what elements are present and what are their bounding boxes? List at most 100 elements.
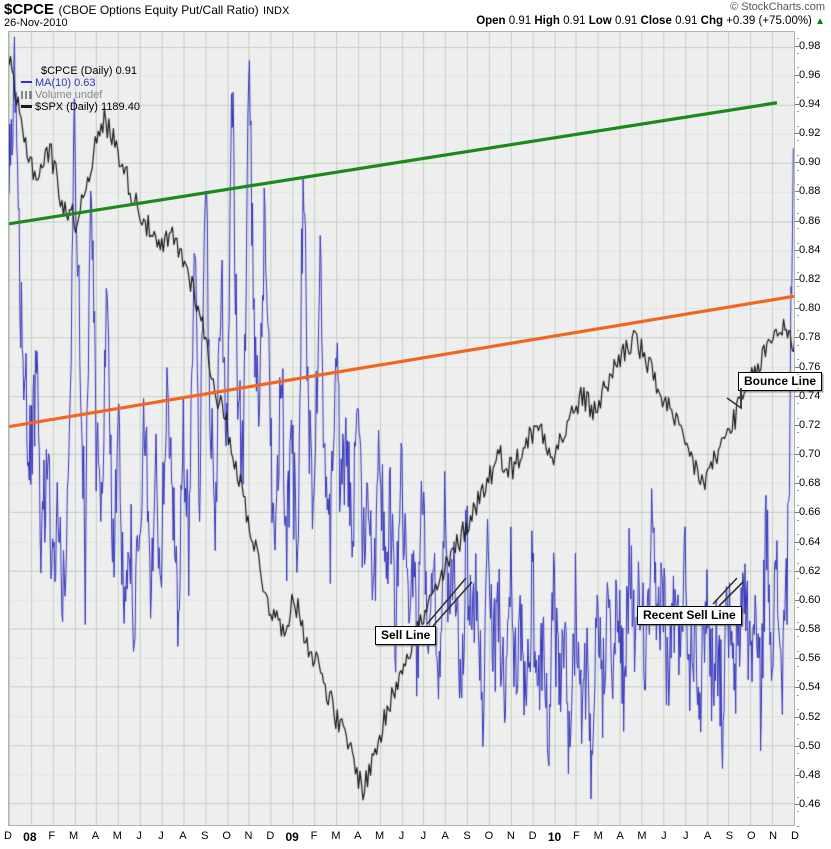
y-axis-minor-tick bbox=[797, 67, 799, 68]
x-axis-month-label: J bbox=[398, 830, 405, 842]
y-axis-tick-mark bbox=[795, 600, 800, 601]
y-axis-tick-label: 0.64 bbox=[799, 535, 821, 548]
low-value: 0.91 bbox=[614, 15, 638, 27]
x-axis-month-label: D bbox=[528, 830, 537, 842]
close-label: Close bbox=[640, 15, 672, 27]
y-axis-minor-tick bbox=[797, 213, 799, 214]
y-axis-tick-label: 0.94 bbox=[799, 97, 821, 110]
y-axis-minor-tick bbox=[797, 330, 799, 331]
recent-sell-line-callout[interactable]: Recent Sell Line bbox=[637, 606, 742, 625]
y-axis-minor-tick bbox=[797, 534, 799, 535]
x-axis-month-label: S bbox=[201, 830, 209, 842]
x-axis-month-label: J bbox=[420, 830, 427, 842]
x-axis-month-label: S bbox=[725, 830, 734, 842]
legend-item-volume: Volume undef bbox=[21, 89, 140, 101]
y-axis-tick-mark bbox=[795, 512, 800, 513]
y-axis-minor-tick bbox=[797, 520, 799, 521]
x-axis-month-label: M bbox=[593, 830, 603, 842]
x-axis-month-label: A bbox=[703, 830, 712, 842]
bounce-line-callout[interactable]: Bounce Line bbox=[738, 372, 823, 391]
y-axis-minor-tick bbox=[797, 680, 799, 681]
symbol-line: $CPCE (CBOE Options Equity Put/Call Rati… bbox=[4, 1, 289, 19]
chart-plot-area[interactable]: $CPCE (Daily) 0.91 MA(10) 0.63 Volume un… bbox=[8, 31, 795, 826]
y-axis-minor-tick bbox=[797, 38, 799, 39]
y-axis-minor-tick bbox=[797, 374, 799, 375]
y-axis-minor-tick bbox=[797, 578, 799, 579]
y-axis-tick-mark bbox=[795, 425, 800, 426]
x-axis-month-label: D bbox=[266, 830, 275, 842]
x-axis-month-label: A bbox=[179, 830, 187, 842]
y-axis-minor-tick bbox=[797, 432, 799, 433]
stockcharts-brand: © StockCharts.com bbox=[730, 1, 825, 13]
chart-date: 26-Nov-2010 bbox=[4, 17, 68, 29]
symbol-longname: (CBOE Options Equity Put/Call Ratio) bbox=[58, 3, 259, 17]
upper-orange bbox=[9, 294, 794, 429]
legend-label-volume: Volume undef bbox=[35, 89, 103, 101]
y-axis-minor-tick bbox=[797, 505, 799, 506]
chg-up-arrow-icon: ▲ bbox=[815, 16, 825, 27]
y-axis-minor-tick bbox=[797, 549, 799, 550]
y-axis-minor-tick bbox=[797, 724, 799, 725]
legend-item-ma10: MA(10) 0.63 bbox=[21, 77, 140, 89]
y-axis-minor-tick bbox=[797, 768, 799, 769]
y-axis-tick-label: 0.46 bbox=[799, 798, 821, 811]
chart-series-canvas bbox=[9, 32, 794, 825]
y-axis-tick-mark bbox=[795, 191, 800, 192]
y-axis-tick-mark bbox=[795, 571, 800, 572]
y-axis-tick-mark bbox=[795, 46, 800, 47]
y-axis-tick-mark bbox=[795, 279, 800, 280]
sell-line-callout[interactable]: Sell Line bbox=[375, 626, 437, 645]
y-axis-tick-label: 0.70 bbox=[799, 448, 821, 461]
y-axis-minor-tick bbox=[797, 738, 799, 739]
y-axis-minor-tick bbox=[797, 826, 799, 827]
y-axis-minor-tick bbox=[797, 418, 799, 419]
y-axis-minor-tick bbox=[797, 782, 799, 783]
y-axis-tick-label: 0.56 bbox=[799, 652, 821, 665]
legend-label-spx: $SPX (Daily) 1189.40 bbox=[35, 101, 140, 113]
y-axis-tick-mark bbox=[795, 542, 800, 543]
y-axis-tick-label: 0.72 bbox=[799, 418, 821, 431]
y-axis-tick-label: 0.82 bbox=[799, 272, 821, 285]
y-axis-tick-mark bbox=[795, 133, 800, 134]
y-axis-minor-tick bbox=[797, 111, 799, 112]
y-axis-tick-mark bbox=[795, 308, 800, 309]
y-axis-minor-tick bbox=[797, 607, 799, 608]
y-axis-minor-tick bbox=[797, 461, 799, 462]
y-axis-minor-tick bbox=[797, 272, 799, 273]
legend-label-cpce: $CPCE (Daily) 0.91 bbox=[41, 65, 137, 77]
y-axis-tick-label: 0.84 bbox=[799, 243, 821, 256]
open-value: 0.91 bbox=[508, 15, 532, 27]
y-axis-minor-tick bbox=[797, 636, 799, 637]
y-axis-tick-label: 0.92 bbox=[799, 127, 821, 140]
y-axis-tick-mark bbox=[795, 629, 800, 630]
x-axis-month-label: A bbox=[441, 830, 449, 842]
x-axis-month-label: A bbox=[354, 830, 362, 842]
upper-green-support bbox=[9, 101, 778, 226]
y-axis-minor-tick bbox=[797, 753, 799, 754]
open-label: Open bbox=[476, 15, 506, 27]
x-axis-month-label: J bbox=[682, 830, 689, 842]
x-axis-month-label: M bbox=[331, 830, 341, 842]
y-axis-minor-tick bbox=[797, 447, 799, 448]
y-axis-tick-mark bbox=[795, 75, 800, 76]
x-axis-month-label: A bbox=[616, 830, 624, 842]
y-axis-minor-tick bbox=[797, 286, 799, 287]
legend-swatch-volume-icon bbox=[21, 90, 32, 99]
y-axis-minor-tick bbox=[797, 228, 799, 229]
y-axis-tick-label: 0.96 bbox=[799, 68, 821, 81]
y-axis-tick-mark bbox=[795, 367, 800, 368]
legend-item-spx: $SPX (Daily) 1189.40 bbox=[21, 101, 140, 113]
x-axis-month-label: D bbox=[4, 830, 12, 842]
x-axis-month-label: O bbox=[222, 830, 231, 842]
y-axis-tick-mark bbox=[795, 804, 800, 805]
y-axis-minor-tick bbox=[797, 82, 799, 83]
y-axis-tick-label: 0.50 bbox=[799, 739, 821, 752]
y-axis-minor-tick bbox=[797, 126, 799, 127]
legend-swatch-spx-icon bbox=[21, 104, 32, 108]
high-label: High bbox=[534, 15, 560, 27]
y-axis-minor-tick bbox=[797, 170, 799, 171]
close-value: 0.91 bbox=[675, 15, 698, 27]
y-axis-minor-tick bbox=[797, 476, 799, 477]
y-axis-tick-label: 0.52 bbox=[799, 710, 821, 723]
